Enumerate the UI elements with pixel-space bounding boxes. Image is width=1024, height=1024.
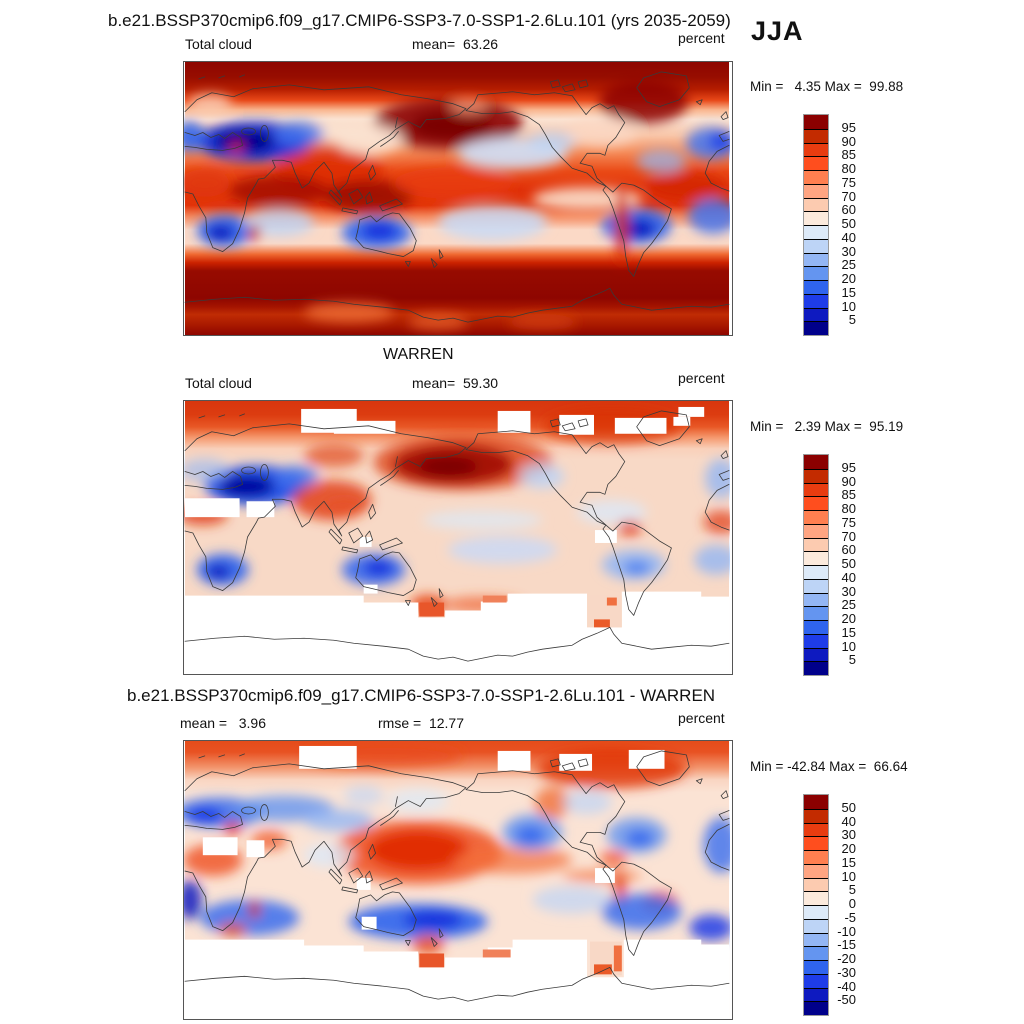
colorbar-panel1-labels: 95 90 85 80 75 70 60 50 40 30 25 20 15 10 5 <box>841 119 856 328</box>
figure-title: b.e21.BSSP370cmip6.f09_g17.CMIP6-SSP3-7.… <box>108 11 731 30</box>
map-difference <box>183 740 733 1020</box>
colorbar-panel3-labels: 50 40 30 20 15 10 5 0 -5 -10 -15 -20 -30 -40 -50 <box>837 799 856 1008</box>
panel3-rmse-label: rmse = 12.77 <box>378 715 464 731</box>
map-model-total-cloud <box>183 61 733 336</box>
colorbar-panel2-labels: 95 90 85 80 75 70 60 50 40 30 25 20 15 10 5 <box>841 459 856 668</box>
panel1-minmax: Min = 4.35 Max = 99.88 <box>750 79 904 94</box>
panel1-units-label: percent <box>678 30 725 46</box>
map-diff-svg <box>184 741 730 1019</box>
panel2-mean-label: mean= 59.30 <box>412 375 499 391</box>
colorbar-panel2 <box>803 454 829 676</box>
panel3-title: b.e21.BSSP370cmip6.f09_g17.CMIP6-SSP3-7.… <box>127 686 716 705</box>
panel1-variable-label: Total cloud <box>185 36 252 52</box>
season-label: JJA <box>751 16 804 46</box>
panel2-minmax: Min = 2.39 Max = 95.19 <box>750 419 904 434</box>
panel3-mean-label: mean = 3.96 <box>180 715 267 731</box>
colorbar-panel1 <box>803 114 829 336</box>
map-obs-svg <box>184 401 730 674</box>
map-obs-total-cloud <box>183 400 733 675</box>
missing-data-squares <box>202 745 665 930</box>
panel2-variable-label: Total cloud <box>185 375 252 391</box>
panel3-units-label: percent <box>678 710 725 726</box>
panel3-minmax: Min = -42.84 Max = 66.64 <box>750 759 908 774</box>
map-model-svg <box>184 62 730 335</box>
panel2-units-label: percent <box>678 370 725 386</box>
panel1-mean-label: mean= 63.26 <box>412 36 499 52</box>
panel2-title: WARREN <box>383 346 454 363</box>
missing-data-squares <box>184 406 705 594</box>
colorbar-panel3 <box>803 794 829 1016</box>
